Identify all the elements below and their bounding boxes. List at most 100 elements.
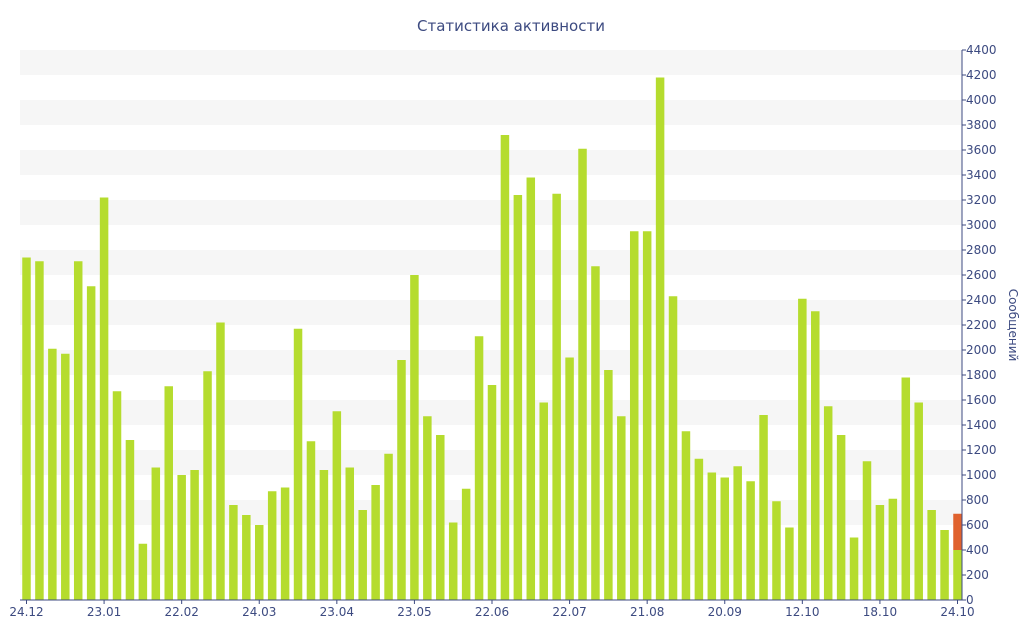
bar[interactable] bbox=[552, 193, 561, 600]
bar[interactable] bbox=[707, 472, 717, 601]
bar[interactable] bbox=[629, 231, 639, 600]
bar[interactable] bbox=[177, 475, 186, 600]
bar[interactable] bbox=[436, 435, 445, 600]
x-tick-label: 21.08 bbox=[630, 605, 664, 619]
bar[interactable] bbox=[371, 485, 380, 600]
bar[interactable] bbox=[203, 371, 212, 600]
y-tick-label: 1400 bbox=[966, 418, 997, 432]
bar[interactable] bbox=[86, 286, 96, 600]
bar[interactable] bbox=[953, 550, 962, 600]
bar[interactable] bbox=[22, 257, 31, 601]
bar[interactable] bbox=[720, 477, 730, 601]
bar[interactable] bbox=[151, 467, 161, 601]
bar[interactable] bbox=[914, 402, 923, 601]
x-tick-label: 23.05 bbox=[397, 605, 431, 619]
bar[interactable] bbox=[229, 505, 238, 600]
bar[interactable] bbox=[862, 461, 872, 600]
bar[interactable] bbox=[332, 411, 342, 600]
bar[interactable] bbox=[823, 406, 833, 600]
y-tick-label: 2800 bbox=[966, 243, 997, 257]
bar[interactable] bbox=[138, 543, 148, 600]
bar[interactable] bbox=[448, 522, 458, 601]
bar[interactable] bbox=[73, 261, 83, 600]
bar[interactable] bbox=[668, 296, 678, 600]
bar[interactable] bbox=[526, 177, 536, 601]
bar[interactable] bbox=[410, 275, 419, 600]
grid-band bbox=[20, 150, 962, 175]
bar[interactable] bbox=[875, 505, 885, 600]
bar[interactable] bbox=[164, 386, 173, 600]
y-tick-label: 2000 bbox=[966, 343, 997, 357]
y-tick-label: 1600 bbox=[966, 393, 997, 407]
bar[interactable] bbox=[617, 416, 626, 600]
bar[interactable] bbox=[190, 470, 199, 600]
x-tick-label: 24.12 bbox=[9, 605, 43, 619]
bar-highlight-segment[interactable] bbox=[953, 513, 962, 550]
bar[interactable] bbox=[798, 298, 807, 600]
bar[interactable] bbox=[565, 357, 574, 601]
x-axis-ticks: 24.12 23.01 22.02 24.03 23.04 23.05 22.06 22.07… bbox=[9, 600, 975, 619]
bar[interactable] bbox=[125, 440, 135, 600]
bar[interactable] bbox=[112, 391, 122, 600]
y-axis-ticks: 0 200 400 600 800 1000 1200 1400 1600 1800 2000 220… bbox=[962, 43, 997, 607]
bar[interactable] bbox=[785, 527, 794, 601]
bar[interactable] bbox=[940, 530, 949, 600]
bar[interactable] bbox=[772, 501, 781, 600]
bar[interactable] bbox=[293, 328, 303, 600]
y-tick-label: 400 bbox=[966, 543, 989, 557]
bar[interactable] bbox=[461, 488, 471, 600]
bar[interactable] bbox=[242, 515, 251, 600]
bar[interactable] bbox=[384, 453, 393, 600]
bar[interactable] bbox=[255, 525, 264, 600]
grid-band bbox=[20, 250, 962, 275]
y-tick-label: 3600 bbox=[966, 143, 997, 157]
bar[interactable] bbox=[849, 537, 859, 601]
bar[interactable] bbox=[655, 77, 665, 601]
x-tick-label: 24.10 bbox=[940, 605, 974, 619]
y-tick-label: 3800 bbox=[966, 118, 997, 132]
x-tick-label: 12.10 bbox=[785, 605, 819, 619]
bar[interactable] bbox=[423, 416, 432, 600]
bar[interactable] bbox=[500, 135, 510, 600]
bar[interactable] bbox=[733, 466, 742, 600]
bar[interactable] bbox=[642, 231, 652, 600]
bar-series bbox=[22, 77, 962, 601]
bar[interactable] bbox=[397, 360, 406, 600]
grid-band bbox=[20, 100, 962, 125]
bar[interactable] bbox=[319, 470, 329, 600]
bar[interactable] bbox=[591, 266, 600, 600]
bar[interactable] bbox=[681, 431, 691, 600]
bar[interactable] bbox=[306, 441, 316, 600]
y-tick-label: 200 bbox=[966, 568, 989, 582]
bar[interactable] bbox=[35, 261, 44, 600]
bar[interactable] bbox=[836, 435, 846, 600]
bar[interactable] bbox=[694, 458, 704, 600]
bar[interactable] bbox=[216, 322, 225, 601]
x-tick-label: 22.07 bbox=[552, 605, 586, 619]
bar[interactable] bbox=[513, 195, 523, 600]
bar[interactable] bbox=[61, 353, 70, 600]
y-tick-label: 2600 bbox=[966, 268, 997, 282]
bar[interactable] bbox=[746, 481, 755, 600]
bar[interactable] bbox=[267, 491, 277, 600]
bar[interactable] bbox=[487, 385, 497, 600]
bar[interactable] bbox=[539, 402, 548, 601]
bar[interactable] bbox=[811, 311, 820, 600]
bar[interactable] bbox=[604, 370, 613, 600]
bar[interactable] bbox=[345, 467, 355, 601]
bar[interactable] bbox=[280, 487, 290, 601]
bar[interactable] bbox=[358, 510, 367, 600]
bar[interactable] bbox=[901, 377, 911, 601]
x-tick-label: 22.06 bbox=[475, 605, 509, 619]
bar[interactable] bbox=[759, 415, 768, 600]
bar[interactable] bbox=[927, 510, 936, 600]
bar[interactable] bbox=[48, 348, 57, 600]
bar[interactable] bbox=[474, 336, 484, 600]
y-tick-label: 800 bbox=[966, 493, 989, 507]
y-tick-label: 2200 bbox=[966, 318, 997, 332]
x-tick-label: 23.04 bbox=[320, 605, 354, 619]
bar[interactable] bbox=[888, 498, 898, 600]
bar[interactable] bbox=[578, 148, 587, 600]
bar[interactable] bbox=[99, 197, 109, 601]
